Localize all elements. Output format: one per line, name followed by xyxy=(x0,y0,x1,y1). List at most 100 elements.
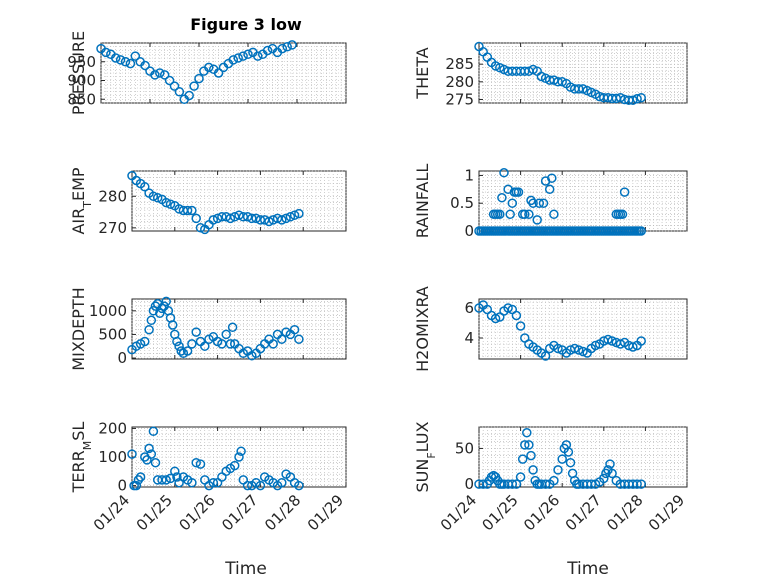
data-point xyxy=(204,62,214,73)
data-point xyxy=(195,459,206,469)
data-point xyxy=(515,321,526,331)
subplot-rainfall: 0 0.5 1 RAINFALL xyxy=(413,164,688,240)
data-point xyxy=(497,192,507,203)
y-tick-label: 285 xyxy=(445,55,474,73)
y-axis-label: TERRMSL xyxy=(69,422,94,494)
y-tick-label: 4 xyxy=(464,329,474,347)
data-point xyxy=(191,457,201,468)
data-point xyxy=(165,473,176,484)
data-point xyxy=(281,213,291,224)
x-axis-label-right: Time xyxy=(566,559,609,579)
data-point xyxy=(264,216,274,227)
data-point xyxy=(251,213,261,224)
subplot-terr-msl: 0 100 200 01/24 01/25 01/26 01/27 01/28 01/29 TER… xyxy=(69,419,347,534)
data-point xyxy=(540,351,551,361)
data-point xyxy=(167,320,178,330)
data-point xyxy=(590,340,601,351)
data-point xyxy=(511,310,522,321)
data-point xyxy=(191,327,201,337)
data-point xyxy=(524,440,534,450)
data-point xyxy=(528,465,538,475)
data-point xyxy=(507,198,518,208)
data-point xyxy=(176,346,186,356)
y-tick-label: 0.5 xyxy=(450,194,474,212)
data-point xyxy=(152,193,163,203)
data-point xyxy=(282,42,292,52)
data-point xyxy=(155,68,165,78)
y-tick-label: 6 xyxy=(464,299,474,317)
data-point xyxy=(148,306,159,316)
y-tick-label: 950 xyxy=(67,53,96,71)
data-point xyxy=(200,341,210,351)
figure-title: Figure 3 low xyxy=(190,15,302,34)
y-tick-label: 100 xyxy=(98,448,127,466)
data-point xyxy=(532,215,542,225)
y-tick-label: 500 xyxy=(98,325,127,343)
y-tick-label: 1000 xyxy=(89,302,127,320)
data-point xyxy=(155,308,165,318)
data-point xyxy=(127,449,137,459)
data-point xyxy=(247,213,257,224)
data-point xyxy=(146,449,157,459)
data-point xyxy=(490,313,501,324)
data-point xyxy=(565,457,576,468)
data-point xyxy=(238,51,248,61)
data-point xyxy=(628,342,638,352)
y-tick-label: 280 xyxy=(445,73,474,91)
data-point xyxy=(170,466,180,477)
data-point xyxy=(540,479,551,489)
data-point xyxy=(157,303,167,314)
data-point xyxy=(277,215,287,225)
data-point xyxy=(208,477,219,488)
data-point xyxy=(234,210,244,220)
y-axis-label: AIRTEMP xyxy=(69,167,94,234)
data-point xyxy=(636,336,646,346)
y-axis-label: THETA xyxy=(413,47,432,99)
data-point xyxy=(194,73,204,84)
data-point xyxy=(165,199,176,209)
data-point xyxy=(150,70,160,80)
data-point xyxy=(557,454,567,464)
y-tick-label: 0 xyxy=(117,349,127,367)
data-point xyxy=(563,447,574,457)
subplot-h2omixra: 4 6 H2OMIXRA xyxy=(413,286,688,372)
data-point xyxy=(505,209,515,220)
data-point xyxy=(515,472,526,482)
data-point xyxy=(619,187,630,197)
data-point xyxy=(225,339,236,349)
y-tick-label: 0 xyxy=(464,475,474,493)
data-point xyxy=(549,209,559,220)
data-point xyxy=(607,468,617,479)
data-point xyxy=(526,450,536,461)
data-point xyxy=(148,191,159,202)
data-point xyxy=(277,334,287,344)
data-point xyxy=(534,198,545,208)
data-point xyxy=(507,479,518,489)
y-tick-label: 0 xyxy=(464,222,474,240)
data-point xyxy=(161,197,171,208)
data-point xyxy=(632,94,642,104)
data-point xyxy=(586,479,597,489)
data-point xyxy=(520,209,530,220)
data-point xyxy=(172,472,182,482)
data-point xyxy=(140,336,150,347)
data-point xyxy=(538,198,549,208)
data-point xyxy=(294,208,304,219)
data-point xyxy=(164,75,175,86)
data-point xyxy=(213,68,224,78)
data-point xyxy=(234,452,244,462)
data-point xyxy=(148,426,159,437)
x-tick-label: 01/28 xyxy=(261,491,304,534)
data-point xyxy=(130,51,141,61)
data-point xyxy=(146,315,157,326)
y-axis-label: RAINFALL xyxy=(413,164,432,239)
data-point xyxy=(607,336,617,346)
data-point xyxy=(182,346,193,356)
y-axis-label: MIXDEPTH xyxy=(69,287,88,370)
data-point xyxy=(187,205,197,216)
data-point xyxy=(628,95,638,105)
y-tick-label: 900 xyxy=(67,72,96,90)
data-point xyxy=(549,475,559,486)
